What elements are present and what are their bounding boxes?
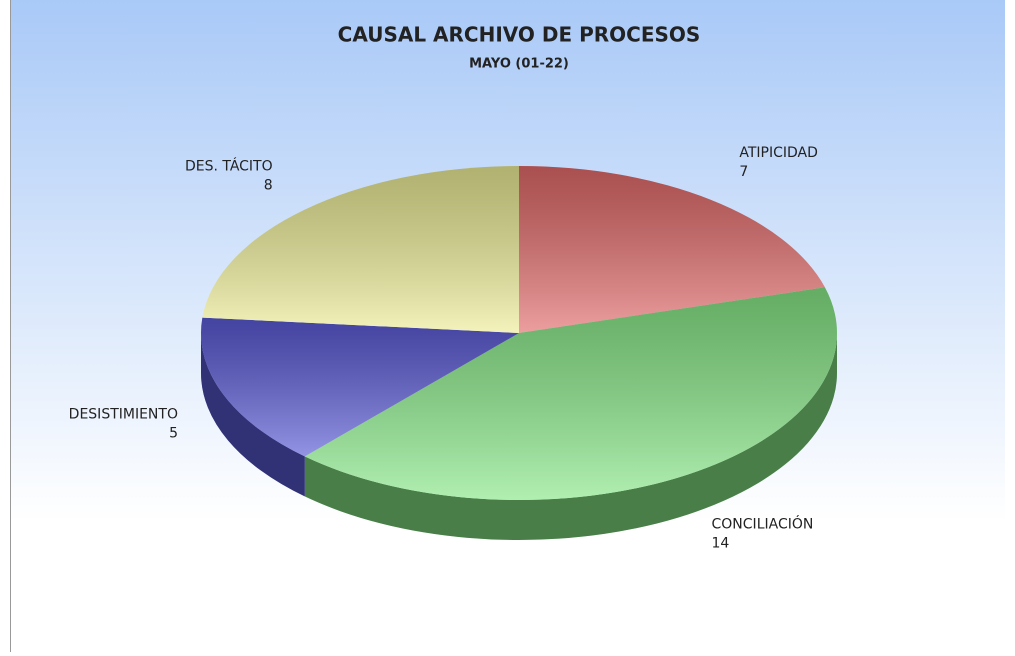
slice-label: DES. TÁCITO: [185, 157, 273, 174]
slice-side: [304, 333, 837, 540]
slice-shine: [202, 166, 519, 333]
slice-label: CONCILIACIÓN: [712, 515, 814, 533]
slice-shine: [201, 317, 519, 457]
chart-subtitle: MAYO (01-22): [469, 57, 569, 72]
slice-side-shade: [201, 333, 305, 497]
slice-label: ATIPICIDAD: [739, 145, 818, 161]
slice-shine: [304, 287, 837, 500]
slice-label: DESISTIMIENTO: [69, 406, 178, 422]
slice-value: 8: [264, 177, 273, 193]
slice-side: [201, 333, 305, 497]
chart-title: CAUSAL ARCHIVO DE PROCESOS: [338, 23, 701, 47]
slice-shine: [519, 166, 825, 333]
slice-value: 7: [739, 164, 748, 180]
slice-value: 14: [712, 536, 730, 552]
slice-side-shade: [304, 333, 837, 540]
slice-value: 5: [169, 425, 178, 441]
